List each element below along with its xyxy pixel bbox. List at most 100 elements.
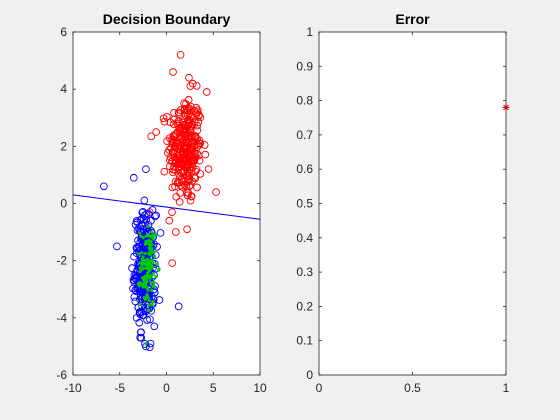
data-point (129, 173, 138, 182)
data-point (185, 118, 194, 127)
data-point (160, 167, 169, 176)
data-point (187, 192, 196, 201)
data-point (148, 243, 152, 247)
data-point (138, 270, 142, 274)
data-point (151, 233, 155, 237)
data-point (200, 141, 209, 149)
data-point (150, 322, 159, 331)
tick-labels: -10 -5 0 5 10 -6 -4 -2 0 2 4 6 (56, 25, 267, 395)
data-point (143, 258, 148, 262)
data-point (131, 220, 140, 229)
data-point (153, 233, 158, 237)
data-point (148, 266, 152, 270)
data-point (146, 303, 151, 307)
data-point (146, 288, 150, 292)
data-point (138, 266, 142, 270)
data-point (173, 149, 182, 157)
data-point (188, 150, 197, 159)
data-point (146, 224, 151, 228)
data-point (147, 251, 151, 256)
data-point (204, 165, 213, 173)
data-point (186, 181, 194, 189)
data-point (150, 303, 154, 307)
y-tick-label: 0.7 (296, 128, 313, 142)
x-tick-label: 0 (163, 381, 170, 395)
data-point (202, 88, 211, 96)
data-point (180, 126, 189, 134)
data-point (145, 264, 149, 268)
data-point (143, 316, 151, 324)
data-point (150, 288, 154, 293)
data-point (160, 117, 169, 126)
data-point (136, 328, 145, 337)
chart-title: Error (395, 11, 430, 27)
data-point (147, 261, 151, 265)
y-tick-label: 4 (60, 82, 67, 96)
data-point (147, 246, 152, 250)
data-point (144, 341, 148, 346)
data-point (142, 304, 150, 312)
data-point (141, 235, 145, 240)
data-point (192, 82, 201, 90)
data-point (183, 116, 192, 125)
data-point (188, 157, 196, 166)
axes-background (73, 32, 260, 375)
data-point (184, 104, 193, 112)
data-point (154, 275, 158, 279)
data-point (151, 280, 156, 284)
data-point (134, 303, 143, 312)
data-point (148, 206, 157, 214)
data-point (138, 302, 142, 306)
y-tick-label: -4 (56, 311, 67, 325)
data-point (156, 229, 165, 237)
data-point (191, 174, 200, 183)
y-tick-label: -2 (56, 254, 67, 268)
data-point (185, 73, 193, 82)
data-point (193, 121, 202, 130)
data-point (149, 281, 153, 285)
data-point (184, 95, 193, 104)
data-point (113, 242, 121, 251)
data-point (187, 167, 196, 175)
data-point (140, 251, 144, 255)
data-point (130, 293, 139, 301)
data-point (151, 299, 155, 304)
data-point (138, 302, 147, 310)
data-point (140, 258, 145, 262)
y-tick-label: 2 (60, 139, 67, 153)
data-point (155, 296, 164, 304)
data-point (148, 276, 152, 280)
data-point (142, 165, 150, 174)
data-point (150, 230, 154, 234)
data-point (152, 285, 156, 289)
x-tick-label: -10 (64, 381, 82, 395)
data-point (190, 173, 199, 182)
data-point (174, 302, 183, 311)
data-point (171, 158, 180, 167)
data-point (145, 276, 150, 280)
y-tick-label: 0.6 (296, 162, 313, 176)
data-point (147, 308, 151, 312)
data-point (152, 254, 157, 258)
data-point (180, 157, 189, 166)
data-point (168, 259, 177, 267)
data-point (150, 288, 159, 297)
data-point (144, 240, 148, 244)
data-point (195, 139, 204, 148)
data-point (178, 139, 187, 148)
data-point (137, 333, 146, 342)
data-point (188, 79, 197, 88)
data-point (149, 258, 153, 262)
data-point (212, 188, 220, 196)
data-point (151, 260, 155, 264)
data-point (155, 262, 159, 267)
data-point (145, 293, 149, 297)
data-point (165, 162, 174, 171)
data-point (145, 296, 149, 300)
data-point (164, 148, 172, 157)
data-point (144, 210, 153, 219)
data-point (142, 296, 146, 300)
data-point (174, 158, 183, 167)
data-point (147, 269, 151, 274)
y-tick-label: 0 (60, 197, 67, 211)
